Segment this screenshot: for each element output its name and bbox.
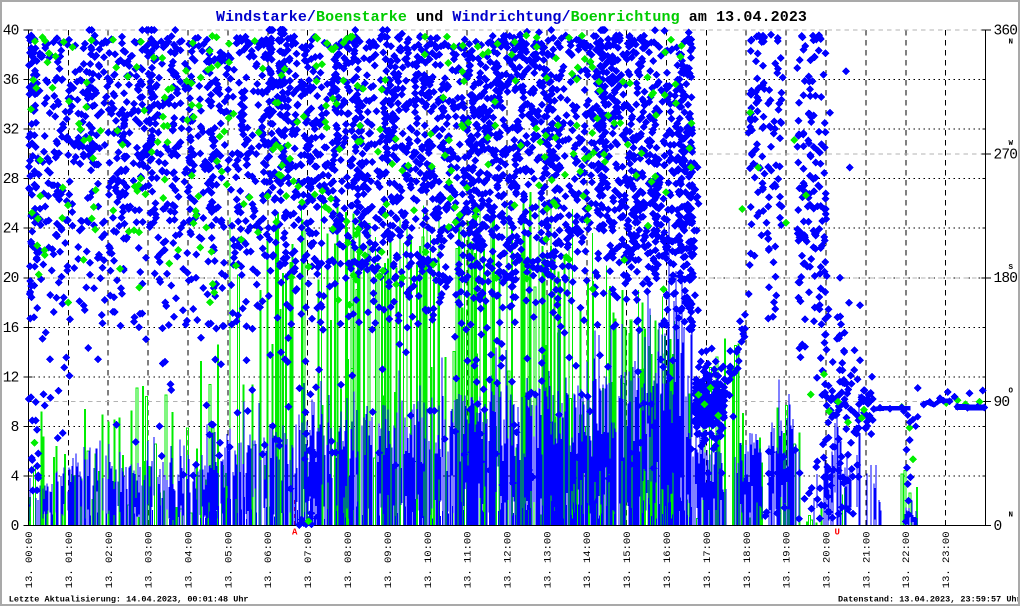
svg-text:32: 32	[3, 123, 19, 139]
svg-text:13. 03:00: 13. 03:00	[144, 532, 156, 589]
svg-text:N: N	[1009, 39, 1014, 47]
svg-text:13. 22:00: 13. 22:00	[901, 532, 913, 589]
svg-text:13. 09:00: 13. 09:00	[383, 532, 395, 589]
svg-text:13. 15:00: 13. 15:00	[622, 532, 634, 589]
svg-text:13. 17:00: 13. 17:00	[702, 532, 714, 589]
svg-text:40: 40	[3, 24, 19, 40]
svg-text:13. 21:00: 13. 21:00	[861, 532, 873, 589]
svg-text:13. 04:00: 13. 04:00	[184, 532, 196, 589]
svg-text:13. 16:00: 13. 16:00	[662, 532, 674, 589]
svg-text:13. 02:00: 13. 02:00	[104, 532, 116, 589]
svg-text:20: 20	[3, 271, 19, 287]
svg-text:N: N	[1009, 512, 1014, 520]
svg-text:13. 06:00: 13. 06:00	[263, 532, 275, 589]
svg-text:13. 19:00: 13. 19:00	[782, 532, 794, 589]
svg-text:13. 18:00: 13. 18:00	[742, 532, 754, 589]
svg-text:270: 270	[994, 147, 1018, 163]
svg-text:13. 13:00: 13. 13:00	[542, 532, 554, 589]
svg-text:Windstarke/Boenstarke und Wind: Windstarke/Boenstarke und Windrichtung/B…	[216, 9, 807, 26]
svg-text:13. 00:00: 13. 00:00	[24, 532, 36, 589]
svg-text:O: O	[1009, 388, 1014, 396]
svg-text:U: U	[835, 528, 840, 538]
svg-text:0: 0	[11, 519, 19, 535]
svg-text:28: 28	[3, 172, 19, 188]
svg-text:4: 4	[11, 469, 19, 485]
svg-text:13. 01:00: 13. 01:00	[64, 532, 76, 589]
svg-text:13. 08:00: 13. 08:00	[343, 532, 355, 589]
svg-text:S: S	[1009, 264, 1014, 272]
svg-text:16: 16	[3, 321, 19, 337]
svg-text:180: 180	[994, 271, 1018, 287]
svg-text:90: 90	[994, 395, 1010, 411]
svg-text:360: 360	[994, 24, 1018, 40]
svg-text:12: 12	[3, 370, 19, 386]
svg-text:13. 20:00: 13. 20:00	[822, 532, 834, 589]
svg-text:Letzte Aktualisierung: 14.04.2: Letzte Aktualisierung: 14.04.2023, 00:01…	[9, 595, 249, 605]
svg-text:13. 14:00: 13. 14:00	[582, 532, 594, 589]
svg-text:13. 12:00: 13. 12:00	[503, 532, 515, 589]
svg-text:A: A	[292, 528, 298, 538]
svg-text:W: W	[1009, 140, 1014, 148]
svg-text:13. 11:00: 13. 11:00	[463, 532, 475, 589]
svg-text:Datenstand: 13.04.2023, 23:59:: Datenstand: 13.04.2023, 23:59:57 Uhr	[838, 595, 1020, 605]
svg-text:0: 0	[994, 519, 1002, 535]
svg-text:13. 23:00: 13. 23:00	[941, 532, 953, 589]
svg-text:13. 05:00: 13. 05:00	[223, 532, 235, 589]
svg-text:8: 8	[11, 420, 19, 436]
svg-text:24: 24	[3, 222, 19, 238]
svg-text:13. 10:00: 13. 10:00	[423, 532, 435, 589]
svg-text:13. 07:00: 13. 07:00	[303, 532, 315, 589]
svg-text:36: 36	[3, 73, 19, 89]
